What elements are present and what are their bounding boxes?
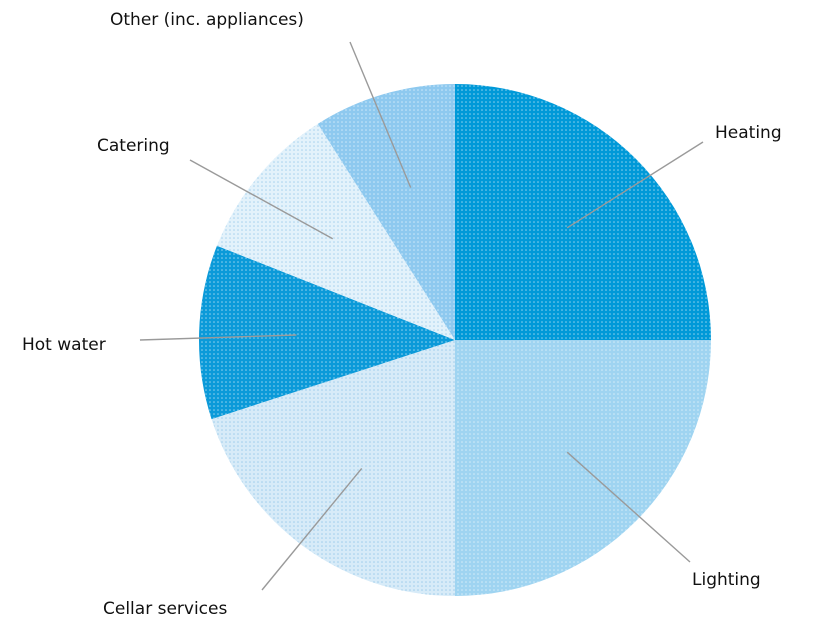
leader-lines (139, 41, 704, 591)
pie-slice-texture-lighting (455, 340, 711, 596)
leader-line-heating (566, 141, 704, 229)
slice-label-heating: Heating (715, 123, 782, 143)
slice-label-hot-water: Hot water (22, 335, 106, 355)
leader-line-catering (189, 159, 334, 240)
slice-label-cellar-services: Cellar services (103, 599, 227, 619)
slice-label-catering: Catering (97, 136, 170, 156)
leader-line-hot-water (139, 334, 297, 341)
pie-slice-texture-heating (455, 84, 711, 340)
slice-label-lighting: Lighting (692, 570, 761, 590)
leader-line-lighting (566, 451, 691, 563)
pie-slice-texture-hot-water (199, 245, 455, 420)
pie-slice-texture-other (317, 84, 455, 340)
pie-slice-texture-catering (216, 123, 455, 340)
pie-slice-texture-cellar-services (211, 340, 455, 596)
slice-label-other: Other (inc. appliances) (110, 10, 304, 30)
leader-line-other (349, 41, 412, 188)
slice-labels: Heating Lighting Cellar services Hot wat… (22, 10, 782, 619)
pie-slices (199, 84, 711, 596)
leader-line-cellar-services (261, 467, 363, 591)
